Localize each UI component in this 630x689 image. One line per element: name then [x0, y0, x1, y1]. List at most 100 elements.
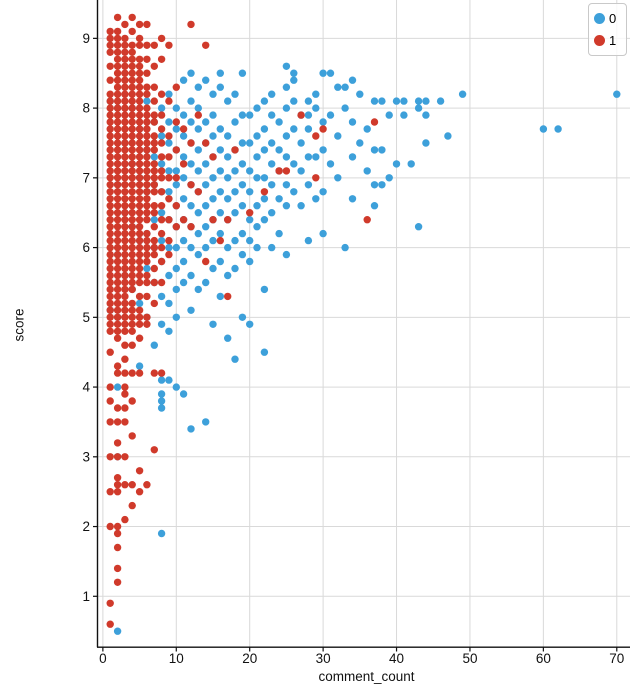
data-point-class1 [128, 216, 136, 224]
data-point-class0 [187, 243, 195, 252]
data-point-class1 [135, 488, 144, 496]
data-point-class1 [121, 418, 129, 426]
data-point-class1 [121, 271, 129, 280]
data-point-class1 [157, 216, 166, 224]
data-point-class1 [135, 292, 144, 301]
data-point-class1 [106, 348, 114, 356]
data-point-class0 [172, 125, 180, 133]
data-point-class0 [179, 153, 188, 161]
y-tick-label-4: 4 [82, 380, 90, 395]
data-point-class1 [128, 174, 136, 182]
data-point-class1 [143, 146, 151, 154]
data-point-class0 [422, 111, 430, 119]
data-point-class1 [150, 181, 158, 189]
data-point-class0 [113, 383, 122, 391]
data-point-class1 [128, 160, 136, 168]
data-point-class1 [113, 146, 122, 154]
data-point-class1 [121, 20, 129, 29]
data-point-class1 [165, 216, 173, 224]
data-point-class0 [187, 425, 195, 433]
data-point-class1 [143, 313, 151, 321]
data-point-class0 [194, 83, 202, 91]
data-point-class0 [246, 257, 254, 266]
data-point-class1 [224, 216, 232, 224]
x-tick-label-40: 40 [389, 651, 404, 666]
data-point-class0 [290, 69, 298, 77]
data-point-class1 [172, 174, 180, 182]
data-point-class1 [128, 62, 136, 70]
data-point-class1 [106, 397, 114, 405]
data-point-class1 [135, 55, 144, 63]
data-point-class1 [128, 48, 136, 56]
data-point-class1 [106, 257, 114, 266]
data-point-class1 [121, 111, 129, 119]
data-point-class1 [150, 132, 158, 140]
data-point-class0 [202, 223, 210, 231]
data-point-class0 [422, 97, 430, 105]
data-point-class0 [202, 278, 210, 287]
data-point-class1 [113, 209, 122, 217]
data-point-class1 [113, 292, 122, 301]
data-point-class0 [216, 257, 224, 266]
data-point-class1 [113, 118, 122, 126]
data-point-class0 [165, 90, 173, 98]
data-point-class1 [121, 404, 129, 412]
data-point-class0 [407, 160, 415, 168]
data-point-class0 [326, 69, 335, 77]
data-point-class1 [157, 188, 166, 196]
data-point-class0 [224, 132, 232, 140]
data-point-class0 [231, 167, 239, 175]
data-point-class1 [165, 97, 173, 105]
data-point-class0 [246, 139, 254, 147]
data-point-class1 [150, 167, 158, 175]
data-point-class1 [370, 118, 379, 126]
data-point-class1 [106, 104, 114, 112]
data-point-class1 [121, 41, 129, 49]
data-point-class1 [106, 76, 114, 84]
data-point-class0 [209, 236, 217, 245]
data-point-class1 [113, 69, 122, 77]
data-point-class0 [179, 278, 188, 287]
data-point-class1 [106, 62, 114, 70]
data-point-class0 [312, 195, 320, 203]
data-point-class1 [135, 369, 144, 377]
data-point-class0 [231, 209, 239, 217]
data-point-class1 [121, 48, 129, 56]
data-point-class0 [304, 236, 313, 245]
data-point-class0 [143, 97, 151, 105]
data-point-class1 [106, 216, 114, 224]
data-point-class1 [157, 167, 166, 175]
data-point-class1 [113, 125, 122, 133]
data-point-class1 [172, 118, 180, 126]
data-point-class1 [128, 76, 136, 84]
data-point-class0 [216, 125, 224, 133]
data-point-class1 [202, 257, 210, 266]
data-point-class1 [113, 243, 122, 252]
data-point-class1 [106, 488, 114, 496]
data-point-class0 [224, 195, 232, 203]
data-point-class0 [194, 104, 202, 112]
data-point-class1 [121, 188, 129, 196]
data-point-class1 [113, 181, 122, 189]
data-point-class0 [334, 174, 342, 182]
data-point-class1 [113, 327, 122, 335]
data-point-class1 [135, 209, 144, 217]
y-tick-label-9: 9 [82, 31, 90, 46]
data-point-class1 [135, 202, 144, 210]
data-point-class0 [260, 97, 269, 105]
data-point-class1 [282, 167, 291, 175]
data-point-class1 [121, 292, 129, 301]
data-point-class0 [179, 390, 188, 398]
data-point-class1 [113, 76, 122, 84]
data-point-class1 [106, 313, 114, 321]
data-point-class1 [150, 160, 158, 168]
data-point-class0 [297, 202, 305, 210]
data-point-class1 [113, 229, 122, 238]
data-point-class1 [135, 181, 144, 189]
data-point-class1 [113, 453, 122, 461]
data-point-class0 [231, 355, 239, 363]
data-point-class1 [121, 125, 129, 133]
data-point-class1 [113, 48, 122, 56]
data-point-class1 [143, 41, 151, 49]
data-point-class1 [121, 299, 129, 308]
